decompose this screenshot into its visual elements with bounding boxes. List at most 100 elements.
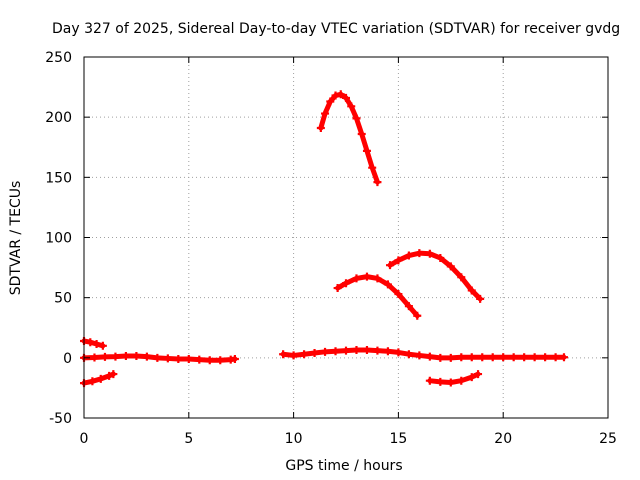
series-arc-6 <box>333 272 422 320</box>
data-point <box>357 130 366 139</box>
data-point <box>230 355 239 364</box>
data-point <box>383 347 392 356</box>
data-point <box>478 353 487 362</box>
data-point <box>457 376 466 385</box>
y-tick-label: 200 <box>45 110 72 126</box>
data-point <box>352 114 361 123</box>
y-tick-label: 100 <box>45 231 72 247</box>
x-tick-label: 20 <box>494 431 512 447</box>
data-point <box>362 346 371 355</box>
data-point <box>153 353 162 362</box>
data-point <box>474 370 483 379</box>
series-line <box>280 347 567 361</box>
data-point <box>195 355 204 364</box>
data-point <box>96 374 105 383</box>
data-point <box>425 352 434 361</box>
data-point <box>362 272 371 281</box>
data-point <box>373 178 382 187</box>
data-point <box>457 353 466 362</box>
data-point <box>446 262 455 271</box>
data-point <box>331 347 340 356</box>
data-point <box>373 346 382 355</box>
data-point <box>205 356 214 365</box>
data-point <box>457 273 466 282</box>
data-point <box>467 373 476 382</box>
data-point <box>100 352 109 361</box>
data-point <box>111 352 120 361</box>
data-point <box>436 353 445 362</box>
series-arc-5 <box>316 90 382 187</box>
data-point <box>333 284 342 293</box>
y-tick-label: 50 <box>54 291 72 307</box>
data-point <box>347 102 356 111</box>
x-tick-label: 25 <box>599 431 617 447</box>
data-point <box>331 91 340 100</box>
data-point <box>362 146 371 155</box>
data-point <box>404 350 413 359</box>
series-arc-2 <box>80 370 118 388</box>
data-point <box>342 93 350 102</box>
y-tick-label: -50 <box>49 411 72 427</box>
data-point <box>436 377 445 386</box>
data-point <box>174 355 183 364</box>
data-point <box>132 352 141 361</box>
data-point <box>88 377 97 386</box>
data-series <box>80 90 568 388</box>
grid-lines <box>84 57 608 418</box>
x-tick-label: 10 <box>285 431 303 447</box>
data-point <box>415 351 424 360</box>
chart-title: Day 327 of 2025, Sidereal Day-to-day VTE… <box>52 21 620 37</box>
data-point <box>467 286 476 295</box>
data-point <box>92 339 101 348</box>
x-tick-label: 15 <box>389 431 407 447</box>
data-point <box>394 256 403 265</box>
x-tick-label: 5 <box>184 431 193 447</box>
series-line <box>318 91 380 185</box>
y-tick-label: 150 <box>45 170 72 186</box>
data-point <box>184 355 193 364</box>
data-point <box>121 352 130 361</box>
series-arc-3 <box>80 352 239 365</box>
data-point <box>520 353 529 362</box>
data-point <box>98 341 107 350</box>
series-arc-4 <box>279 346 568 362</box>
data-point <box>310 349 319 358</box>
data-point <box>279 350 288 359</box>
data-point <box>488 353 497 362</box>
data-point <box>530 353 539 362</box>
data-point <box>373 274 382 283</box>
data-point <box>300 350 309 359</box>
data-point <box>436 253 445 262</box>
data-point <box>541 353 550 362</box>
data-point <box>316 123 325 132</box>
data-point <box>394 290 403 299</box>
data-point <box>509 353 518 362</box>
data-point <box>289 351 298 360</box>
data-point <box>321 109 330 118</box>
plot-frame <box>83 56 609 419</box>
data-point <box>352 274 361 283</box>
data-point <box>105 371 114 380</box>
data-point <box>109 370 118 379</box>
x-axis-title: GPS time / hours <box>285 458 402 474</box>
data-point <box>425 249 434 258</box>
data-point <box>90 353 99 362</box>
data-point <box>352 346 361 355</box>
data-point <box>86 338 95 347</box>
data-point <box>342 346 350 355</box>
data-point <box>446 378 455 387</box>
data-point <box>394 348 403 357</box>
y-tick-label: 0 <box>63 351 72 367</box>
series-arc-1 <box>80 336 107 350</box>
data-point <box>326 97 335 106</box>
data-point <box>499 353 508 362</box>
y-tick-label: 250 <box>45 50 72 66</box>
data-point <box>336 90 345 99</box>
data-point <box>142 352 151 361</box>
data-point <box>446 353 455 362</box>
data-point <box>476 294 485 303</box>
data-point <box>425 376 434 385</box>
data-point <box>413 311 422 320</box>
axis-ticks: 0 5 10 15 20 25 -50 0 50 100 150 200 250 <box>45 50 617 447</box>
